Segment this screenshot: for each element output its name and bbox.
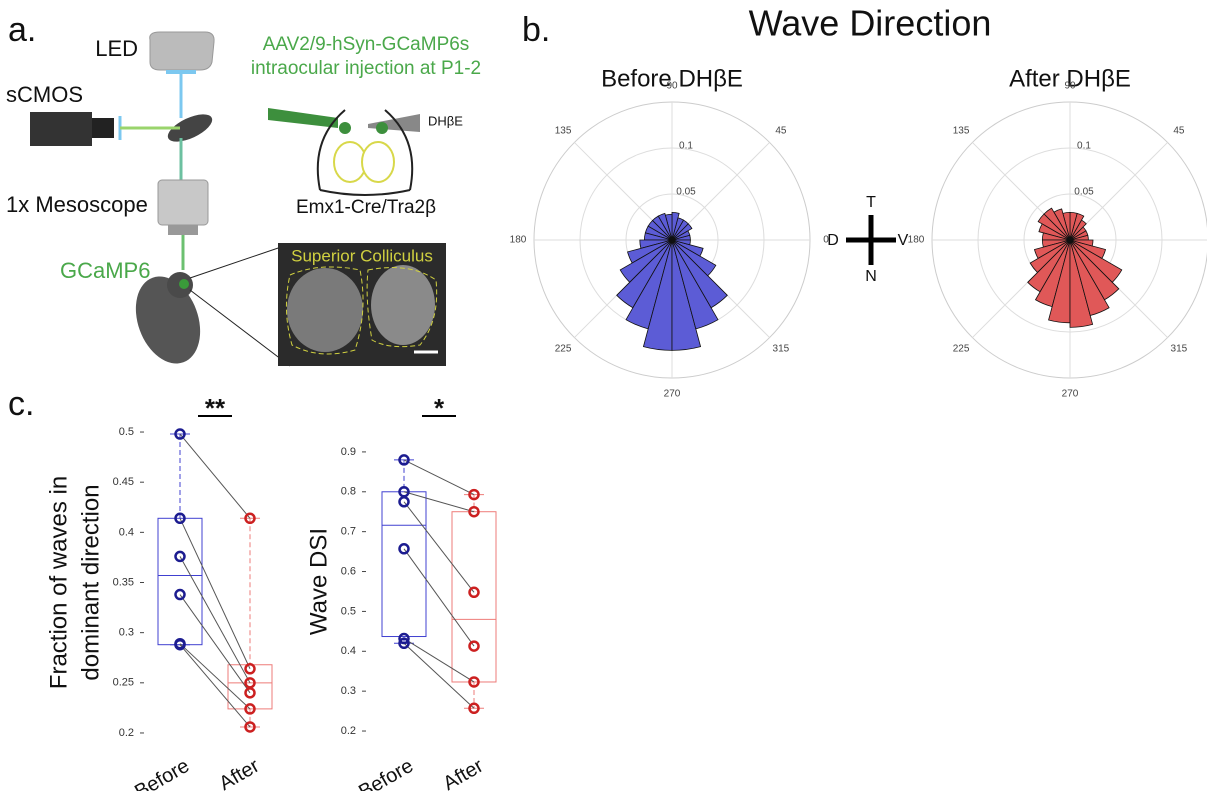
y-tick-label: 0.5 <box>119 426 134 438</box>
r-tick-label: 0.05 <box>676 187 696 198</box>
camera-lens <box>92 118 114 138</box>
syringe <box>268 108 338 128</box>
brain-window <box>179 279 189 289</box>
theta-tick-label: 135 <box>555 126 572 137</box>
y-tick-label: 0.3 <box>119 627 134 639</box>
pair-line <box>404 492 474 512</box>
y-tick-label: 0.25 <box>113 677 134 689</box>
box <box>158 518 202 644</box>
r-tick-label: 0.1 <box>1077 141 1091 152</box>
theta-tick-label: 180 <box>510 235 527 246</box>
box <box>382 492 426 637</box>
pair-line <box>404 502 474 593</box>
pair-line <box>180 644 250 709</box>
label: 1x Mesoscope <box>6 192 148 217</box>
theta-tick-label: 135 <box>953 126 970 137</box>
x-tick-label: After <box>216 755 264 791</box>
pair-line <box>180 556 250 682</box>
eye <box>376 122 388 134</box>
r-tick-label: 0.05 <box>1074 187 1094 198</box>
syringe <box>368 114 420 132</box>
theta-tick-label: 0 <box>823 235 829 246</box>
y-tick-label: 0.6 <box>341 565 356 577</box>
pair-line <box>404 549 474 646</box>
label: intraocular injection at P1-2 <box>251 58 481 79</box>
zoom-line <box>190 290 290 366</box>
panel-label: b. <box>522 11 550 49</box>
orientation-label: N <box>865 268 877 285</box>
y-tick-label: 0.5 <box>341 605 356 617</box>
pair-line <box>180 434 250 518</box>
x-tick-label: Before <box>355 755 417 791</box>
theta-tick-label: 45 <box>1173 126 1185 137</box>
led-lamp <box>150 32 214 70</box>
y-tick-label: 0.2 <box>341 725 356 737</box>
y-tick-label: 0.4 <box>119 526 134 538</box>
pair-line <box>180 645 250 727</box>
theta-tick-label: 45 <box>775 126 787 137</box>
label: Superior Colliculus <box>291 246 433 265</box>
theta-tick-label: 315 <box>1171 344 1188 355</box>
orientation-label: D <box>827 232 839 249</box>
r-tick-label: 0.1 <box>679 141 693 152</box>
y-tick-label: 0.2 <box>119 727 134 739</box>
x-tick-label: Before <box>131 755 193 791</box>
significance: * <box>434 393 445 423</box>
y-axis-label: Wave DSI <box>305 528 332 635</box>
y-axis-label: dominant direction <box>77 484 104 680</box>
theta-tick-label: 90 <box>1064 81 1076 92</box>
label: sCMOS <box>6 82 83 107</box>
panel-title: Wave Direction <box>749 3 992 44</box>
theta-tick-label: 270 <box>1062 389 1079 400</box>
y-tick-label: 0.35 <box>113 576 134 588</box>
objective <box>158 180 208 225</box>
label: AAV2/9-hSyn-GCaMP6s <box>263 34 470 55</box>
theta-tick-label: 225 <box>555 344 572 355</box>
y-tick-label: 0.3 <box>341 685 356 697</box>
label: LED <box>95 36 138 61</box>
y-axis-label: Fraction of waves in <box>45 476 72 689</box>
eye <box>339 122 351 134</box>
camera <box>30 112 92 146</box>
theta-tick-label: 270 <box>664 389 681 400</box>
y-tick-label: 0.7 <box>341 526 356 538</box>
pair-line <box>404 460 474 495</box>
significance: ** <box>205 393 226 423</box>
sc-lobe <box>362 142 394 182</box>
figure: a. b. c. LED sCMOS 1x Mesoscope G <box>0 0 1207 791</box>
image-region <box>287 268 363 352</box>
orientation-label: T <box>866 194 876 211</box>
x-tick-label: After <box>440 755 488 791</box>
theta-tick-label: 315 <box>773 344 790 355</box>
objective-tip <box>168 225 198 235</box>
label: DHβE <box>428 113 463 128</box>
orientation-cross <box>846 215 896 265</box>
theta-tick-label: 225 <box>953 344 970 355</box>
label: GCaMP6 <box>60 258 150 283</box>
label: Emx1-Cre/Tra2β <box>296 197 436 218</box>
image-region <box>371 265 435 345</box>
theta-tick-label: 180 <box>908 235 925 246</box>
y-tick-label: 0.9 <box>341 446 356 458</box>
y-tick-label: 0.4 <box>341 645 356 657</box>
theta-tick-label: 90 <box>666 81 678 92</box>
pair-line <box>180 595 250 693</box>
panel-label: c. <box>8 385 34 423</box>
zoom-line <box>190 244 290 278</box>
panel-label: a. <box>8 11 36 49</box>
pair-line <box>180 518 250 668</box>
y-tick-label: 0.45 <box>113 476 134 488</box>
y-tick-label: 0.8 <box>341 486 356 498</box>
